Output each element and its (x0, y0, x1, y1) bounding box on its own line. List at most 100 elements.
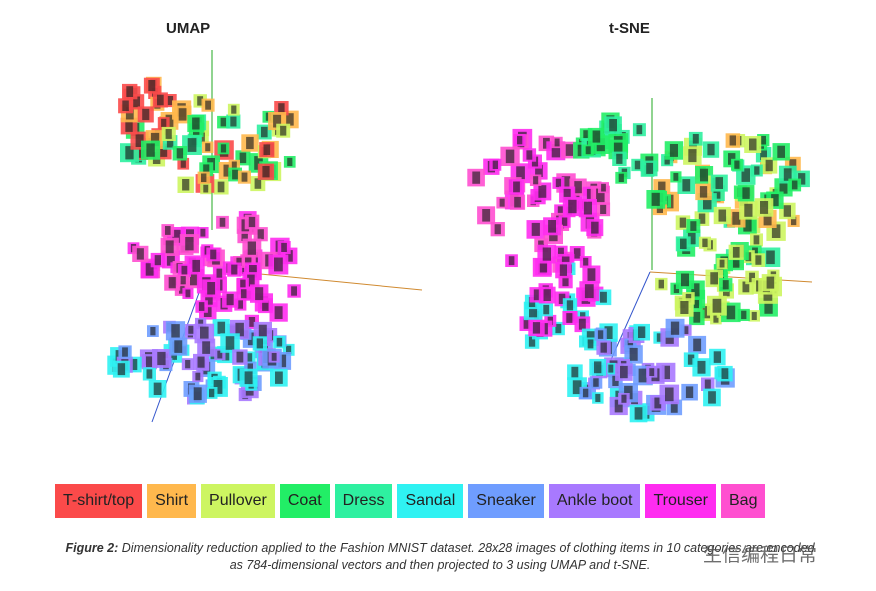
thumbnail-glyph (220, 144, 227, 153)
thumbnail-glyph (681, 273, 689, 287)
thumbnail-glyph (126, 86, 134, 97)
thumbnail-glyph (285, 113, 294, 126)
legend-item: Ankle boot (548, 484, 641, 518)
thumbnail-glyph (526, 150, 533, 160)
thumbnail-glyph (203, 164, 210, 175)
thumbnail-glyph (707, 143, 715, 156)
thumbnail-glyph (274, 257, 283, 272)
thumbnail-glyph (516, 166, 525, 181)
thumbnail-glyph (682, 179, 691, 192)
thumbnail-glyph (254, 178, 262, 189)
thumbnail-glyph (566, 300, 574, 311)
thumbnail-glyph (718, 209, 727, 222)
thumbnail-glyph (153, 382, 162, 395)
thumbnail-glyph (661, 365, 670, 380)
thumbnail-glyph (704, 379, 711, 389)
thumbnail-glyph (207, 282, 216, 295)
thumbnail-glyph (136, 248, 144, 260)
thumbnail-glyph (683, 326, 689, 335)
thumbnail-glyph (562, 217, 568, 226)
thumbnail-glyph (202, 341, 211, 354)
thumbnail-glyph (217, 321, 226, 334)
thumbnail-glyph (629, 347, 638, 361)
thumbnail-glyph (712, 298, 722, 313)
thumbnail-glyph (586, 331, 595, 344)
thumbnail-glyph (766, 250, 775, 265)
thumbnail-glyph (760, 149, 767, 161)
thumbnail-glyph (180, 159, 186, 168)
thumbnail-glyph (125, 120, 133, 132)
thumbnail-glyph (232, 169, 239, 180)
thumbnail-glyph (261, 126, 268, 138)
thumbnail-glyph (779, 181, 788, 194)
thumbnail-glyph (235, 322, 244, 337)
thumbnail-glyph (673, 173, 679, 181)
thumbnail-glyph (157, 94, 164, 106)
thumbnail-glyph (627, 340, 634, 349)
thumbnail-glyph (198, 319, 204, 328)
umap-plot[interactable] (107, 50, 423, 423)
thumbnail-glyph (145, 263, 154, 276)
thumbnail-glyph (231, 105, 237, 114)
thumbnail-glyph (543, 289, 551, 301)
thumbnail-glyph (192, 117, 200, 130)
thumbnail-glyph (161, 118, 167, 128)
thumbnail-glyph (223, 164, 232, 177)
thumbnail-glyph (241, 230, 248, 241)
thumbnail-glyph (749, 272, 755, 283)
thumbnail-glyph (240, 289, 247, 299)
thumbnail-glyph (179, 283, 186, 294)
thumbnail-glyph (543, 304, 550, 315)
thumbnail-glyph (542, 247, 551, 261)
thumbnail-glyph (685, 386, 694, 398)
thumbnail-glyph (703, 196, 712, 210)
thumbnail-glyph (273, 114, 282, 128)
umap-title: UMAP (166, 20, 211, 37)
thumbnail-glyph (205, 100, 211, 110)
thumbnail-glyph (221, 348, 230, 361)
thumbnail-glyph (568, 199, 577, 214)
thumbnail-glyph (200, 326, 209, 341)
thumbnail-glyph (699, 186, 708, 198)
thumbnail-glyph (608, 364, 614, 373)
thumbnail-glyph (181, 265, 188, 275)
thumbnail-glyph (558, 247, 564, 257)
thumbnail-glyph (691, 283, 700, 297)
thumbnail-glyph (798, 173, 806, 185)
thumbnail-glyph (213, 380, 223, 394)
thumbnail-glyph (587, 339, 594, 349)
thumbnail-glyph (528, 336, 536, 347)
thumbnail-glyph (513, 181, 520, 193)
thumbnail-glyph (262, 300, 269, 311)
thumbnail-glyph (171, 324, 180, 338)
thumbnail-glyph (166, 137, 174, 148)
thumbnail-glyph (185, 237, 194, 251)
thumbnail-glyph (702, 238, 708, 248)
thumbnail-glyph (150, 132, 160, 147)
thumbnail-glyph (220, 117, 227, 127)
legend-item: Shirt (147, 484, 197, 518)
projection-scene[interactable] (0, 0, 876, 470)
thumbnail-glyph (592, 130, 601, 143)
thumbnail-glyph (585, 146, 591, 155)
thumbnail-glyph (574, 181, 582, 194)
tsne-plot[interactable] (467, 98, 813, 423)
thumbnail-glyph (614, 399, 623, 413)
thumbnail-glyph (247, 332, 256, 346)
thumbnail-glyph (133, 96, 140, 108)
thumbnail-glyph (154, 255, 161, 266)
umap-x-axis (239, 271, 423, 291)
thumbnail-glyph (231, 161, 237, 170)
thumbnail-glyph (538, 185, 547, 198)
thumbnail-glyph (555, 323, 562, 334)
thumbnail-glyph (764, 300, 773, 314)
thumbnail-glyph (240, 279, 246, 289)
thumbnail-glyph (274, 306, 283, 319)
thumbnail-glyph (523, 318, 531, 329)
thumbnail-glyph (613, 142, 623, 157)
thumbnail-glyph (197, 356, 205, 368)
thumbnail-glyph (578, 318, 586, 330)
thumbnail-glyph (604, 326, 613, 339)
thumbnail-glyph (230, 116, 237, 127)
thumbnail-glyph (621, 394, 627, 403)
